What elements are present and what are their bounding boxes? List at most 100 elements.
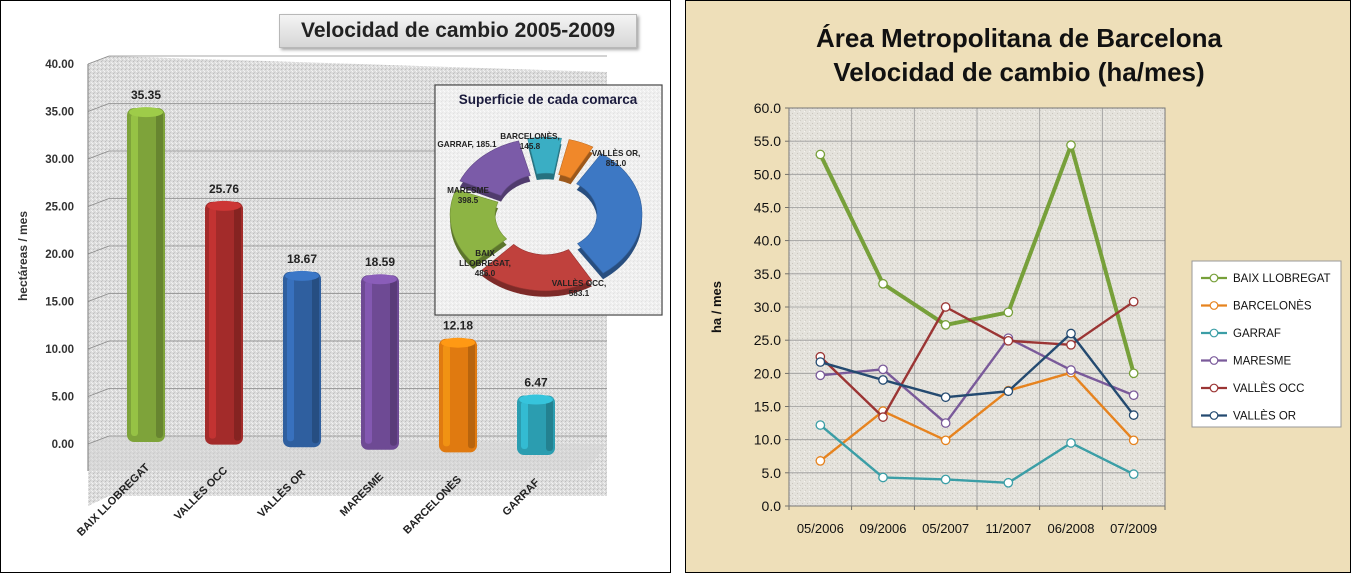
- doughnut-slice-top: [449, 189, 508, 264]
- bar: 18.67: [283, 252, 321, 448]
- bar-y-tick-label: 10.00: [45, 344, 74, 356]
- line-x-tick-label: 05/2006: [797, 521, 844, 536]
- line-series: [815, 328, 1139, 420]
- bar-cap: [207, 200, 241, 211]
- line-x-tick-label: 09/2006: [860, 521, 907, 536]
- bar-cap: [129, 107, 163, 118]
- legend-item: MARESME: [1201, 356, 1291, 368]
- bar-y-tick-label: 0.00: [52, 439, 74, 451]
- data-point: [940, 320, 951, 330]
- series-line: [819, 424, 1135, 484]
- bar-gridline: [87, 103, 110, 112]
- line-chart-title-line1: Área Metropolitana de Barcelona: [816, 23, 1222, 53]
- bar-cap: [441, 337, 475, 348]
- data-point: [1128, 410, 1139, 420]
- line-y-tick-label: 20.0: [754, 365, 781, 381]
- bar-highlight: [131, 114, 138, 437]
- line-x-tick-label: 05/2007: [922, 521, 969, 536]
- bar-data-label: 6.47: [524, 376, 548, 390]
- line-y-tick-label: 50.0: [754, 166, 781, 182]
- data-point: [940, 302, 951, 312]
- data-point: [1128, 435, 1139, 446]
- line-series: [815, 140, 1139, 379]
- doughnut-slice: [449, 189, 508, 269]
- bar-gridline: [87, 293, 110, 302]
- data-point: [940, 392, 951, 403]
- bar-y-tick-label: 5.00: [52, 392, 74, 404]
- data-point: [815, 149, 826, 160]
- bar-chart-title: Velocidad de cambio 2005-2009: [279, 14, 637, 48]
- data-point: [878, 472, 888, 483]
- data-point: [815, 357, 826, 367]
- doughnut-slice: [527, 136, 562, 180]
- line-y-tick-label: 5.0: [762, 465, 782, 481]
- doughnut-slice-label: MARESME 398.5: [447, 186, 489, 205]
- bar-highlight: [287, 277, 294, 442]
- bar-gridline: [87, 245, 110, 255]
- line-y-tick-label: 10.0: [754, 432, 781, 448]
- bar-shadow: [468, 342, 475, 449]
- line-y-tick-label: 0.0: [762, 498, 782, 514]
- legend-label: VALLÈS OR: [1233, 410, 1296, 423]
- data-point: [878, 364, 888, 375]
- bar-data-label: 18.59: [365, 255, 395, 269]
- bar-highlight: [209, 207, 216, 439]
- line-y-axis-label: ha / mes: [709, 281, 724, 333]
- legend-label: VALLÈS OCC: [1233, 382, 1304, 395]
- legend-item: BARCELONÈS: [1201, 300, 1312, 313]
- bar-cap: [519, 394, 553, 405]
- bar-y-axis-label: hectáreas / mes: [16, 211, 30, 301]
- chart-floor: [88, 436, 607, 471]
- doughnut-inset: Superficie de cada comarca VALLÈS OR, 851…: [434, 84, 663, 316]
- bar-shadow: [312, 275, 319, 444]
- doughnut-slice-label: BARCELONÈS, 145.8: [500, 131, 560, 151]
- bar-y-tick-label: 40.00: [45, 59, 74, 71]
- bar-data-label: 25.76: [209, 182, 239, 196]
- line-chart: 0.0 5.0 10.0 15.0 20.0 25.0 30.0 35.0 40.0 45.0 50…: [709, 100, 1342, 536]
- line-y-tick-label: 30.0: [754, 299, 781, 315]
- bar-gridline: [87, 435, 110, 445]
- bar-y-tick-label: 25.00: [45, 202, 74, 214]
- doughnut-slice-label: VALLÈS OCC, 583.1: [552, 278, 606, 298]
- data-point: [815, 420, 826, 430]
- bar-y-tick-label: 15.00: [45, 297, 74, 309]
- data-point: [940, 418, 951, 428]
- doughnut-slice: [481, 243, 593, 297]
- doughnut-slice-label: BAIX LLOBREGAT, 486.0: [459, 249, 511, 278]
- legend: BAIX LLOBREGAT BARCELONÈS GARRAF MARESME VAL…: [1191, 260, 1342, 428]
- bar: 35.35: [127, 88, 165, 443]
- bar-data-label: 18.67: [287, 252, 317, 266]
- bar-shadow: [546, 399, 553, 451]
- series-line: [820, 336, 1135, 425]
- line-x-tick-label: 07/2009: [1110, 521, 1157, 536]
- line-x-tick-label: 06/2008: [1048, 521, 1095, 536]
- series-line: [818, 143, 1136, 374]
- data-point: [878, 278, 888, 289]
- data-point: [1003, 335, 1014, 346]
- data-point: [1003, 477, 1014, 488]
- doughnut-slice-top: [558, 139, 594, 179]
- doughnut-slice: [576, 153, 643, 280]
- bar-data-label: 35.35: [131, 88, 161, 102]
- doughnut-title: Superficie de cada comarca: [459, 92, 638, 107]
- line-y-tick-label: 55.0: [754, 133, 781, 149]
- data-point: [1066, 339, 1076, 350]
- line-y-tick-label: 40.0: [754, 233, 781, 249]
- data-point: [1128, 390, 1139, 401]
- series-line: [820, 332, 1135, 416]
- bar: 18.59: [361, 255, 399, 450]
- data-point: [1128, 469, 1139, 480]
- legend-label: MARESME: [1233, 356, 1291, 368]
- doughnut-slice: [558, 139, 594, 185]
- bar-gridline: [87, 150, 110, 160]
- bar-y-tick-label: 20.00: [45, 249, 74, 261]
- doughnut-slice-top: [481, 243, 593, 292]
- legend-label: BARCELONÈS: [1233, 300, 1312, 313]
- bar-gridline: [87, 55, 110, 65]
- bar-gridline: [87, 388, 110, 397]
- bar-gridline: [87, 198, 110, 207]
- legend-item: BAIX LLOBREGAT: [1201, 273, 1331, 285]
- bar-y-tick-label: 35.00: [45, 107, 74, 119]
- doughnut-slice-label: VALLÈS OR, 851.0: [592, 148, 641, 168]
- bar-highlight: [443, 344, 450, 447]
